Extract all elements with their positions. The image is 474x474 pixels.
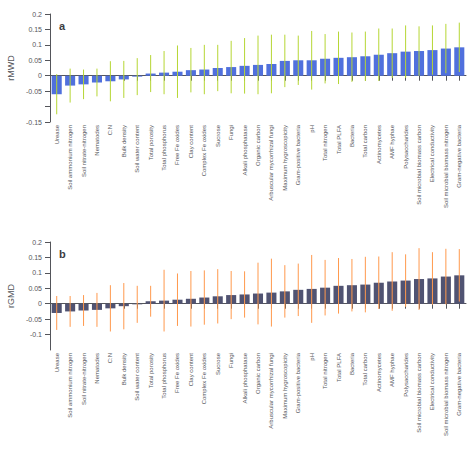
svg-text:-0.05: -0.05 bbox=[26, 316, 42, 323]
svg-text:Polysaccharides: Polysaccharides bbox=[403, 125, 409, 169]
svg-text:0.05: 0.05 bbox=[28, 57, 42, 64]
svg-text:-0.1: -0.1 bbox=[30, 331, 42, 338]
svg-text:Arbuscular mycorrhizal fungi: Arbuscular mycorrhizal fungi bbox=[268, 125, 274, 201]
svg-text:C:N: C:N bbox=[107, 353, 113, 363]
svg-text:Soil microbial biomass nitroge: Soil microbial biomass nitrogen bbox=[443, 125, 449, 208]
svg-text:Total PLFA: Total PLFA bbox=[336, 125, 342, 154]
svg-text:Urease: Urease bbox=[54, 124, 60, 144]
svg-text:Total phosphorus: Total phosphorus bbox=[161, 125, 167, 171]
svg-text:0.2: 0.2 bbox=[32, 239, 42, 246]
svg-text:Bacteria: Bacteria bbox=[349, 124, 355, 147]
svg-text:Urease: Urease bbox=[54, 352, 60, 372]
svg-text:0.1: 0.1 bbox=[32, 269, 42, 276]
svg-text:Arbuscular mycorrhizal fungi: Arbuscular mycorrhizal fungi bbox=[268, 353, 274, 429]
svg-text:Sucrose: Sucrose bbox=[215, 352, 221, 375]
svg-text:Fungi: Fungi bbox=[228, 125, 234, 140]
svg-text:0: 0 bbox=[38, 72, 42, 79]
svg-text:AMF hyphae: AMF hyphae bbox=[389, 124, 395, 159]
svg-text:pH: pH bbox=[309, 353, 315, 361]
svg-text:Gram-positive bacteria: Gram-positive bacteria bbox=[295, 352, 301, 413]
svg-text:Nematodes: Nematodes bbox=[94, 125, 100, 156]
svg-text:Free Fe oxides: Free Fe oxides bbox=[174, 353, 180, 393]
svg-text:0.1: 0.1 bbox=[32, 41, 42, 48]
svg-text:rGMD: rGMD bbox=[6, 284, 16, 308]
svg-text:Total carbon: Total carbon bbox=[362, 125, 368, 158]
svg-text:Actinomycetes: Actinomycetes bbox=[376, 353, 382, 392]
svg-text:0.05: 0.05 bbox=[28, 285, 42, 292]
svg-text:Total carbon: Total carbon bbox=[362, 353, 368, 386]
svg-text:Actinomycetes: Actinomycetes bbox=[376, 125, 382, 164]
svg-text:Complex Fe oxides: Complex Fe oxides bbox=[201, 125, 207, 176]
svg-text:Soil ammonium nitrogen: Soil ammonium nitrogen bbox=[67, 353, 73, 418]
svg-text:Clay content: Clay content bbox=[188, 353, 194, 387]
svg-text:Complex Fe oxides: Complex Fe oxides bbox=[201, 353, 207, 404]
svg-text:Organic carbon: Organic carbon bbox=[255, 353, 261, 394]
svg-text:a: a bbox=[59, 20, 66, 32]
svg-text:Soil microbial biomass carbon: Soil microbial biomass carbon bbox=[416, 125, 422, 205]
svg-text:b: b bbox=[59, 248, 66, 260]
svg-text:Total phosphorus: Total phosphorus bbox=[161, 353, 167, 399]
svg-text:Electrical conductivity: Electrical conductivity bbox=[429, 353, 435, 410]
svg-text:rMWD: rMWD bbox=[6, 55, 16, 81]
svg-text:Alkali phosphatase: Alkali phosphatase bbox=[242, 124, 248, 175]
svg-text:Soil microbial biomass carbon: Soil microbial biomass carbon bbox=[416, 353, 422, 433]
svg-text:Fungi: Fungi bbox=[228, 353, 234, 368]
svg-text:-0.15: -0.15 bbox=[26, 119, 42, 126]
svg-text:Soil microbial biomass nitroge: Soil microbial biomass nitrogen bbox=[443, 353, 449, 436]
svg-text:Nematodes: Nematodes bbox=[94, 353, 100, 384]
svg-text:Electrical conductivity: Electrical conductivity bbox=[429, 125, 435, 182]
svg-text:Gram-negative bacteria: Gram-negative bacteria bbox=[456, 124, 462, 187]
svg-text:Bacteria: Bacteria bbox=[349, 352, 355, 375]
svg-text:Organic carbon: Organic carbon bbox=[255, 125, 261, 166]
svg-text:Total nitrogen: Total nitrogen bbox=[322, 353, 328, 389]
svg-text:Soil nitrate-nitrogen: Soil nitrate-nitrogen bbox=[81, 353, 87, 405]
svg-text:Soil ammonium nitrogen: Soil ammonium nitrogen bbox=[67, 125, 73, 190]
svg-text:Bulk density: Bulk density bbox=[121, 353, 127, 385]
svg-text:Gram-negative bacteria: Gram-negative bacteria bbox=[456, 352, 462, 415]
svg-text:-0.05: -0.05 bbox=[26, 88, 42, 95]
svg-text:Total nitrogen: Total nitrogen bbox=[322, 125, 328, 161]
svg-text:Clay content: Clay content bbox=[188, 125, 194, 159]
svg-text:Bulk density: Bulk density bbox=[121, 125, 127, 157]
svg-text:Gram-positive bacteria: Gram-positive bacteria bbox=[295, 124, 301, 185]
svg-text:Soil water content: Soil water content bbox=[134, 125, 140, 173]
svg-text:Alkali phosphatase: Alkali phosphatase bbox=[242, 352, 248, 403]
svg-text:Maximum hygroscopicity: Maximum hygroscopicity bbox=[282, 353, 288, 419]
svg-text:Total porosity: Total porosity bbox=[148, 353, 154, 388]
svg-text:Free Fe oxides: Free Fe oxides bbox=[174, 125, 180, 165]
svg-text:Soil water content: Soil water content bbox=[134, 353, 140, 401]
svg-text:Soil nitrate-nitrogen: Soil nitrate-nitrogen bbox=[81, 125, 87, 177]
svg-text:AMF hyphae: AMF hyphae bbox=[389, 352, 395, 387]
svg-text:Sucrose: Sucrose bbox=[215, 124, 221, 147]
svg-text:0.2: 0.2 bbox=[32, 11, 42, 18]
svg-text:0.15: 0.15 bbox=[28, 254, 42, 261]
svg-text:0: 0 bbox=[38, 300, 42, 307]
svg-text:0.15: 0.15 bbox=[28, 26, 42, 33]
svg-text:Maximum hygroscopicity: Maximum hygroscopicity bbox=[282, 125, 288, 191]
svg-text:pH: pH bbox=[309, 125, 315, 133]
svg-text:Total porosity: Total porosity bbox=[148, 125, 154, 160]
svg-text:Polysaccharides: Polysaccharides bbox=[403, 353, 409, 397]
svg-text:C:N: C:N bbox=[107, 125, 113, 135]
svg-text:Total PLFA: Total PLFA bbox=[336, 353, 342, 382]
